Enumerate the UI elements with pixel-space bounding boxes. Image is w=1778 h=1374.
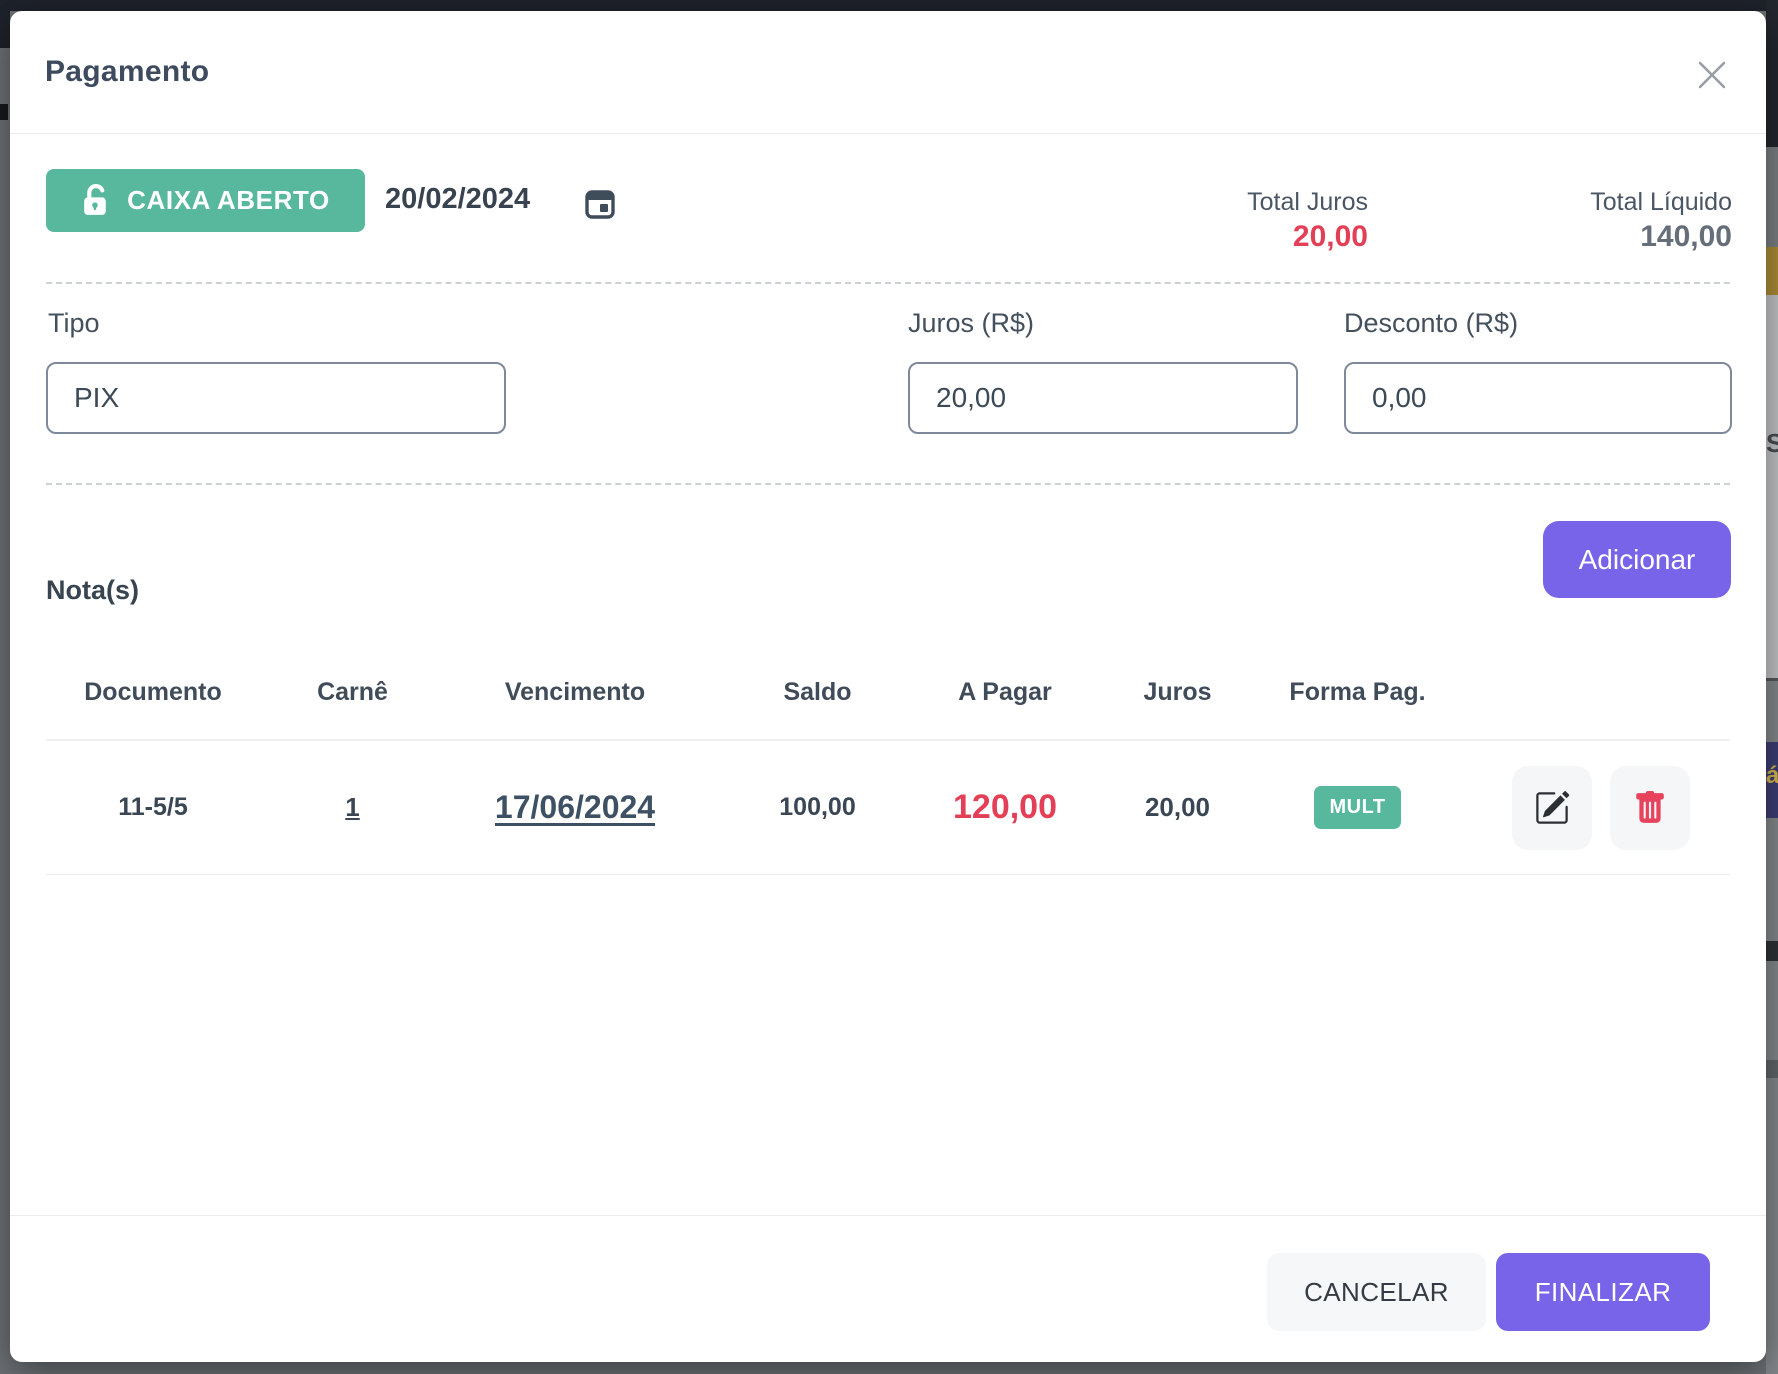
col-saldo: Saldo xyxy=(783,677,852,706)
background-left-corner xyxy=(0,0,10,48)
calendar-icon[interactable] xyxy=(583,186,617,220)
forma-pag-badge: MULT xyxy=(1314,786,1401,829)
status-badge-label: CAIXA ABERTO xyxy=(127,185,330,215)
cell-saldo: 100,00 xyxy=(779,793,856,821)
background-left-fragment xyxy=(0,104,8,120)
desconto-label: Desconto (R$) xyxy=(1344,308,1519,338)
cell-forma-pag: MULT xyxy=(1275,786,1440,829)
page-title: Pagamento xyxy=(45,55,210,88)
col-carne: Carnê xyxy=(317,677,388,706)
cell-juros: 20,00 xyxy=(1144,792,1211,822)
background-yellow-badge-fragment xyxy=(1766,247,1778,295)
header-divider xyxy=(10,133,1766,134)
unlock-icon xyxy=(81,183,112,218)
background-text-fragment-ca: á xyxy=(1766,762,1778,789)
dashed-divider-bottom xyxy=(46,483,1730,485)
notes-table-header: Documento Carnê Vencimento Saldo A Pagar… xyxy=(46,645,1730,741)
status-badge: CAIXA ABERTO xyxy=(46,169,365,232)
delete-note-button[interactable] xyxy=(1610,765,1690,850)
juros-input[interactable] xyxy=(908,362,1298,434)
background-right-dark xyxy=(1766,0,1778,147)
cell-vencimento-link[interactable]: 17/06/2024 xyxy=(494,789,656,825)
col-documento: Documento xyxy=(84,677,222,706)
close-icon[interactable] xyxy=(1690,53,1734,97)
total-juros-label: Total Juros xyxy=(1247,188,1368,216)
dashed-divider-top xyxy=(46,282,1730,284)
tipo-input[interactable] xyxy=(46,362,506,434)
cell-actions xyxy=(1440,765,1730,850)
col-juros: Juros xyxy=(1143,677,1212,706)
edit-note-button[interactable] xyxy=(1512,765,1592,850)
background-top-navbar xyxy=(0,0,1778,11)
total-liquido: Total Líquido 140,00 xyxy=(1590,187,1732,257)
total-juros-value: 20,00 xyxy=(1292,220,1368,253)
background-right-light xyxy=(1766,295,1778,678)
notes-section-title: Nota(s) xyxy=(46,575,139,605)
total-liquido-value: 140,00 xyxy=(1640,220,1732,253)
total-juros: Total Juros 20,00 xyxy=(1247,187,1368,257)
background-right-line xyxy=(1766,678,1778,681)
cash-date: 20/02/2024 xyxy=(385,183,531,215)
col-a-pagar: A Pagar xyxy=(958,677,1052,706)
background-right-notch xyxy=(1766,941,1778,961)
cell-carne-link[interactable]: 1 xyxy=(345,792,360,822)
add-note-button[interactable]: Adicionar xyxy=(1543,521,1731,598)
finalize-button[interactable]: FINALIZAR xyxy=(1496,1253,1710,1331)
tipo-label: Tipo xyxy=(48,308,100,338)
col-vencimento: Vencimento xyxy=(504,677,646,706)
background-right-gray xyxy=(1766,147,1778,247)
footer-divider xyxy=(10,1215,1766,1216)
juros-label: Juros (R$) xyxy=(908,308,1035,338)
background-right-band xyxy=(1766,1060,1778,1078)
cancel-button[interactable]: CANCELAR xyxy=(1267,1253,1486,1331)
total-liquido-label: Total Líquido xyxy=(1590,188,1732,216)
table-row: 11-5/5 1 17/06/2024 100,00 120,00 20,00 … xyxy=(46,741,1730,875)
background-indigo-fragment xyxy=(1766,742,1778,818)
trash-icon xyxy=(1633,790,1667,826)
payment-modal: Pagamento CAIXA ABERTO 20/02/2024 Total … xyxy=(10,11,1766,1362)
desconto-input[interactable] xyxy=(1344,362,1732,434)
col-forma-pag: Forma Pag. xyxy=(1289,677,1426,706)
background-text-fragment-s: S xyxy=(1766,428,1778,458)
background-right-strip: S á xyxy=(1766,0,1778,1374)
edit-icon xyxy=(1534,790,1570,826)
cell-documento: 11-5/5 xyxy=(118,793,188,821)
cell-a-pagar: 120,00 xyxy=(953,788,1057,826)
